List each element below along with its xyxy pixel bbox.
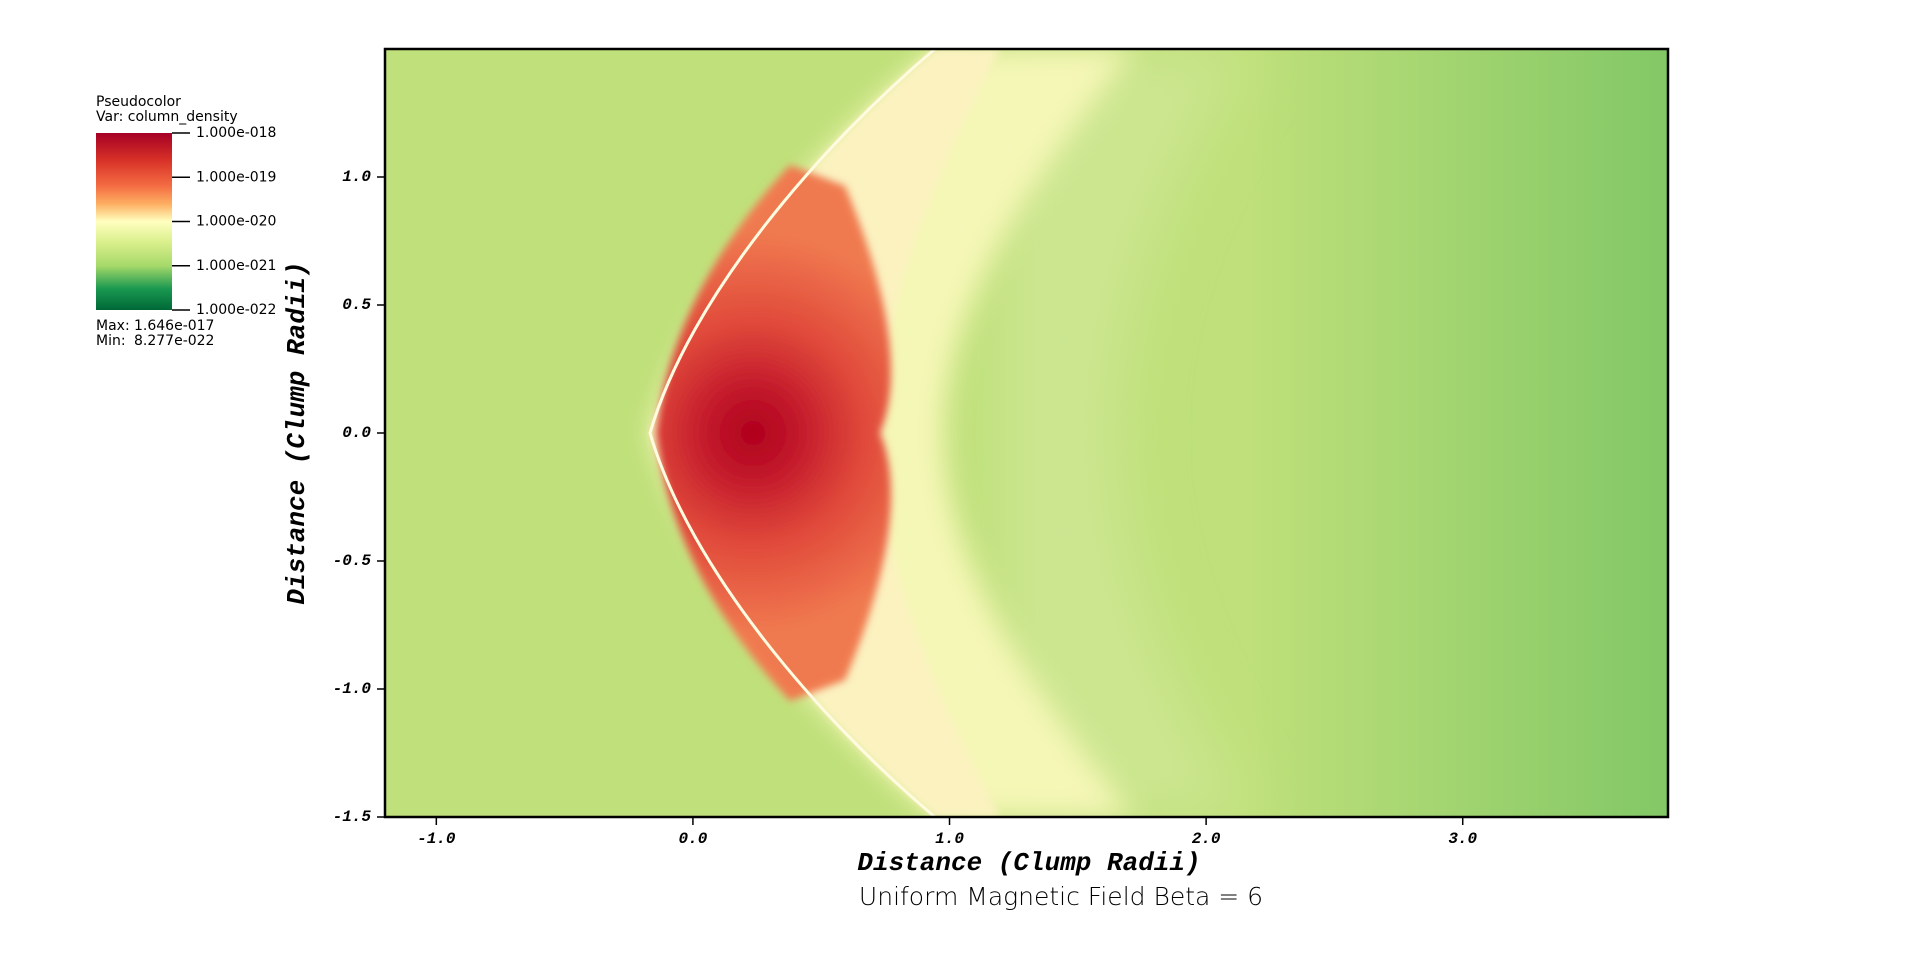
colorbar-tick-label: 1.000e-018 (196, 125, 276, 141)
x-tick-label: 2.0 (1192, 830, 1221, 848)
x-tick-label: -1.0 (417, 830, 456, 848)
density-field (385, 49, 1668, 817)
y-axis-label: Distance (Clump Radii) (282, 261, 312, 604)
colorbar-tick-label: 1.000e-020 (196, 214, 276, 230)
legend-max-value: 1.646e-017 (134, 318, 214, 334)
x-tick-label: 1.0 (935, 830, 964, 848)
x-tick-label: 3.0 (1448, 830, 1477, 848)
legend-max-label: Max: (96, 318, 130, 334)
y-tick-label: -1.0 (333, 680, 372, 698)
y-tick-label: 0.0 (342, 424, 371, 442)
legend-min-value: 8.277e-022 (134, 333, 214, 349)
legend-min-label: Min: (96, 333, 126, 349)
x-axis-label: Distance (Clump Radii) (857, 848, 1200, 878)
x-tick-label: 0.0 (679, 830, 708, 848)
legend-plot-name: Pseudocolor (96, 94, 181, 110)
y-tick-label: 0.5 (342, 296, 371, 314)
y-tick-label: 1.0 (342, 168, 371, 186)
colorbar-tick-label: 1.000e-022 (196, 302, 276, 318)
chart-title: Uniform Magnetic Field Beta = 6 (859, 882, 1263, 911)
colorbar-tick-label: 1.000e-019 (196, 169, 276, 185)
colorbar-tick-label: 1.000e-021 (196, 258, 276, 274)
y-tick-label: -0.5 (333, 552, 372, 570)
color-bar (96, 133, 172, 310)
legend-variable: Var: column_density (96, 109, 238, 125)
y-tick-label: -1.5 (333, 808, 372, 826)
